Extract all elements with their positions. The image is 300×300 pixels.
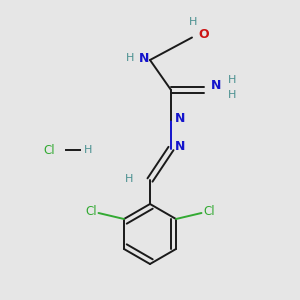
- Text: H: H: [126, 53, 135, 64]
- Text: Cl: Cl: [203, 205, 215, 218]
- Text: H: H: [228, 75, 237, 85]
- Text: Cl: Cl: [44, 143, 55, 157]
- Text: N: N: [175, 112, 185, 125]
- Text: H: H: [189, 17, 198, 27]
- Text: Cl: Cl: [85, 205, 97, 218]
- Text: N: N: [211, 79, 221, 92]
- Text: N: N: [175, 140, 185, 154]
- Text: N: N: [139, 52, 149, 65]
- Text: H: H: [228, 90, 237, 100]
- Text: O: O: [199, 28, 209, 41]
- Text: H: H: [125, 173, 133, 184]
- Text: H: H: [84, 145, 93, 155]
